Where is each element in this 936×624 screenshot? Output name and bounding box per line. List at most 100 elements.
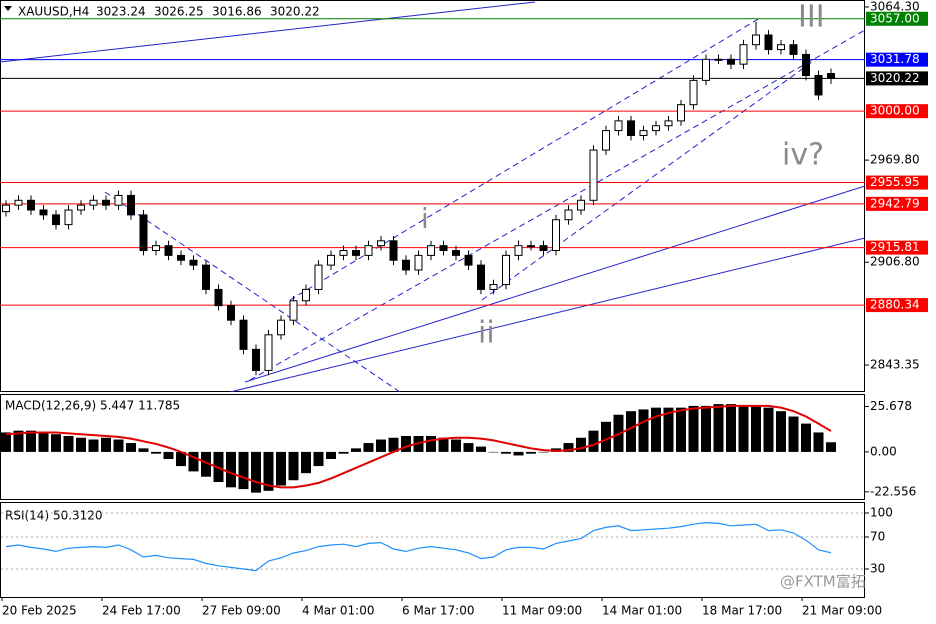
- candle-body: [289, 300, 298, 321]
- macd-bar: [363, 443, 374, 452]
- header-symbol: XAUUSD,H4: [18, 5, 89, 19]
- wave-label: ii: [478, 316, 495, 351]
- macd-bar: [426, 435, 436, 452]
- macd-bar: [26, 430, 36, 452]
- candle-body: [652, 125, 660, 132]
- macd-bar: [513, 451, 524, 456]
- macd-bar: [576, 437, 586, 452]
- candle-body: [139, 214, 148, 252]
- candle-body: [389, 240, 398, 261]
- macd-bar: [388, 437, 399, 452]
- macd-bar: [663, 407, 674, 452]
- macd-bar: [176, 451, 186, 467]
- candle-body: [364, 245, 373, 256]
- candle-body: [502, 254, 510, 286]
- candle-body: [452, 250, 460, 256]
- macd-bar: [538, 451, 549, 453]
- macd-bar: [451, 439, 461, 452]
- macd-bar: [88, 439, 99, 452]
- candle-body: [639, 130, 648, 136]
- macd-bar: [76, 437, 86, 452]
- candle-body: [439, 245, 448, 252]
- candle-body: [177, 254, 185, 261]
- level-label: 2915.81: [870, 240, 920, 254]
- candle-body: [677, 104, 685, 122]
- x-tick-label: 6 Mar 17:00: [402, 604, 475, 618]
- rsi-title: RSI(14) 50.3120: [5, 509, 103, 523]
- macd-bar: [488, 451, 499, 453]
- candle-body: [214, 288, 223, 307]
- y-tick-label: 2969.80: [870, 153, 920, 167]
- candle-body: [127, 194, 135, 216]
- macd-bar: [738, 405, 749, 452]
- x-tick-label: 27 Feb 09:00: [202, 604, 281, 618]
- macd-bar: [713, 404, 724, 452]
- candle-body: [52, 214, 60, 226]
- y-tick-label: 30: [870, 562, 885, 576]
- macd-bar: [763, 407, 774, 452]
- macd-bar: [113, 439, 124, 452]
- candle-body: [102, 199, 110, 206]
- macd-bar: [463, 443, 474, 452]
- main-frame: [0, 0, 865, 392]
- candle-body: [252, 348, 260, 371]
- macd-bar: [826, 442, 836, 452]
- candle-body: [477, 264, 485, 290]
- header-close: 3020.22: [270, 5, 320, 19]
- level-tag: [866, 104, 928, 119]
- x-tick-label: 14 Mar 01:00: [602, 604, 682, 618]
- candle-body: [227, 305, 235, 321]
- candle-body: [77, 204, 85, 211]
- level-tag: [866, 52, 928, 67]
- candle-body: [664, 120, 673, 127]
- candle-body: [789, 44, 798, 55]
- candle-body: [564, 209, 573, 221]
- macd-bar: [38, 432, 49, 452]
- candle-body: [489, 284, 498, 290]
- x-tick-label: 18 Mar 17:00: [702, 604, 782, 618]
- level-label: 2942.79: [870, 196, 920, 210]
- x-tick-label: 11 Mar 09:00: [502, 604, 582, 618]
- macd-bar: [226, 451, 236, 488]
- y-tick-label: 100: [870, 506, 893, 520]
- candle-body: [739, 44, 748, 65]
- level-label: 2955.95: [870, 175, 920, 189]
- macd-bar: [351, 448, 361, 452]
- candle-body: [277, 319, 285, 336]
- trend-line: [244, 185, 865, 383]
- candle-body: [577, 199, 585, 211]
- candle-body: [164, 245, 173, 256]
- macd-bar: [526, 451, 536, 454]
- candle-body: [702, 58, 710, 81]
- macd-bar: [251, 451, 261, 493]
- y-tick-label: 3064.30: [870, 0, 920, 13]
- candle-body: [752, 34, 760, 46]
- trend-line: [0, 1, 536, 63]
- candle-body: [327, 254, 335, 266]
- candle-body: [514, 245, 523, 256]
- candle-body: [339, 250, 348, 256]
- macd-bar: [776, 411, 786, 452]
- watermark: @FXTM富拓: [780, 573, 866, 591]
- candle-body: [89, 199, 98, 206]
- macd-bar: [51, 434, 61, 452]
- candle-body: [27, 199, 35, 211]
- y-tick-label: 25.678: [870, 399, 912, 413]
- candle-body: [814, 75, 823, 96]
- macd-bar: [563, 443, 574, 452]
- candle-body: [39, 209, 48, 216]
- level-tag: [866, 298, 928, 313]
- candle-body: [714, 58, 723, 61]
- level-label: 3057.00: [870, 11, 920, 25]
- macd-bar: [801, 423, 811, 452]
- header-low: 3016.86: [212, 5, 262, 19]
- macd-bar: [313, 451, 324, 467]
- macd-bar: [476, 446, 486, 452]
- macd-bar: [438, 437, 449, 452]
- x-tick-label: 20 Feb 2025: [2, 604, 77, 618]
- macd-bar: [238, 451, 249, 490]
- candle-body: [527, 245, 535, 248]
- macd-bar: [188, 451, 199, 472]
